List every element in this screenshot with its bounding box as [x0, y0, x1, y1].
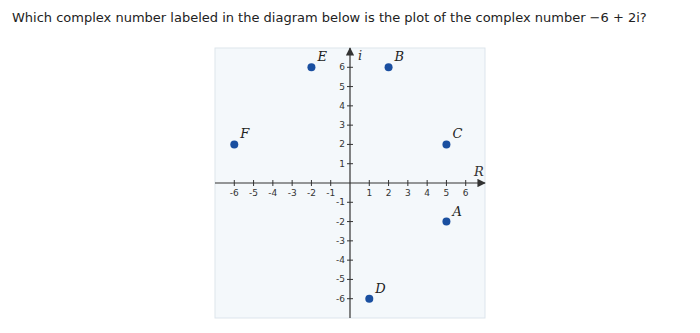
point: [365, 295, 373, 303]
y-tick: [347, 144, 353, 145]
point: [307, 63, 315, 71]
y-tick: [347, 105, 353, 106]
x-tick-label: 5: [444, 188, 450, 198]
x-tick-label: -6: [230, 188, 239, 198]
point-label: D: [374, 281, 386, 296]
point: [442, 218, 450, 226]
y-tick: [347, 221, 353, 222]
x-tick-label: -5: [249, 188, 258, 198]
point-label: C: [452, 126, 462, 141]
title: Which complex number labeled in the diag…: [12, 10, 647, 25]
x-tick-label: 1: [366, 188, 372, 198]
y-tick-label: -1: [336, 197, 345, 207]
point: [230, 140, 238, 148]
point: [442, 140, 450, 148]
x-tick: [446, 180, 447, 186]
y-tick-label: -3: [336, 236, 345, 246]
chart: Which complex number labeled in the diag…: [0, 0, 700, 333]
x-tick: [272, 180, 273, 186]
x-tick: [234, 180, 235, 186]
x-tick-label: -4: [268, 188, 277, 198]
y-tick-label: -5: [336, 274, 345, 284]
x-axis-label: R: [473, 164, 484, 179]
x-tick-label: -3: [288, 188, 297, 198]
x-tick: [407, 180, 408, 186]
y-tick: [347, 86, 353, 87]
y-tick-label: -2: [336, 217, 345, 227]
y-axis-label: i: [358, 48, 362, 63]
y-tick-label: 2: [339, 139, 345, 149]
y-tick: [347, 240, 353, 241]
x-tick: [292, 180, 293, 186]
point: [385, 63, 393, 71]
y-tick-label: 5: [339, 82, 345, 92]
y-tick-label: 3: [339, 120, 345, 130]
y-axis: [349, 48, 350, 318]
y-tick-label: 4: [339, 101, 345, 111]
y-tick-label: -4: [336, 255, 345, 265]
y-tick: [347, 202, 353, 203]
x-tick: [465, 180, 466, 186]
y-tick: [347, 279, 353, 280]
y-tick: [347, 260, 353, 261]
point-label: A: [451, 204, 461, 219]
x-tick: [427, 180, 428, 186]
y-tick-label: -6: [336, 294, 345, 304]
point-label: F: [239, 126, 250, 141]
x-tick-label: -2: [307, 188, 316, 198]
point-label: B: [394, 49, 405, 64]
y-tick: [347, 67, 353, 68]
x-tick-label: 3: [405, 188, 411, 198]
y-tick-label: 1: [339, 159, 345, 169]
x-tick: [369, 180, 370, 186]
x-tick-label: 4: [424, 188, 430, 198]
x-tick-label: 6: [463, 188, 469, 198]
y-tick: [347, 125, 353, 126]
plot-area: [215, 48, 485, 318]
x-tick-label: -1: [326, 188, 335, 198]
x-tick: [388, 180, 389, 186]
y-tick: [347, 163, 353, 164]
point-label: E: [316, 49, 327, 64]
x-tick: [253, 180, 254, 186]
y-tick-label: 6: [339, 62, 345, 72]
y-tick: [347, 298, 353, 299]
x-tick: [311, 180, 312, 186]
x-tick-label: 2: [386, 188, 392, 198]
x-tick: [330, 180, 331, 186]
